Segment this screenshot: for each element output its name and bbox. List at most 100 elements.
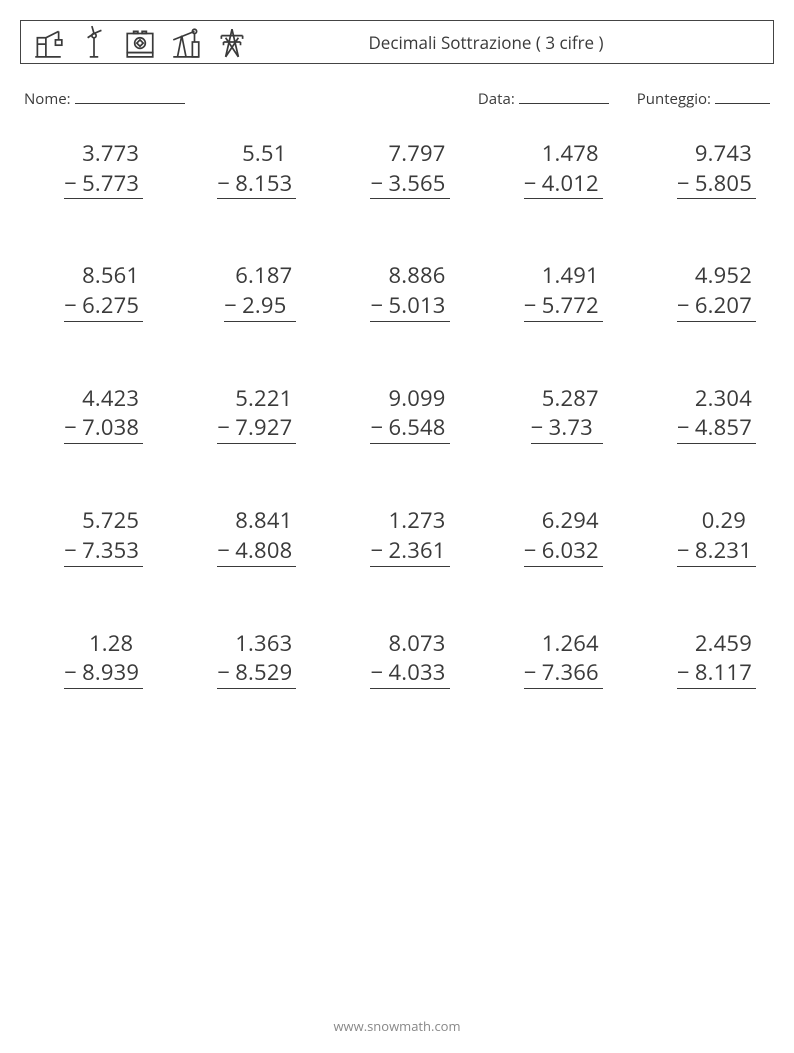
score-field: Punteggio: <box>637 88 770 109</box>
header-icons <box>31 25 249 59</box>
subtrahend: −4.033 <box>370 658 449 689</box>
wind-turbine-icon <box>77 25 111 59</box>
subtrahend-value: 3.565 <box>388 168 445 198</box>
subtrahend-value: 7.353 <box>82 535 139 565</box>
header-box: Decimali Sottrazione ( 3 cifre ) <box>20 20 774 64</box>
problem: 4.423−7.038 <box>38 384 143 444</box>
problem: 1.478−4.012 <box>498 139 603 199</box>
subtrahend: −2.361 <box>370 536 449 567</box>
subtrahend-value: 8.231 <box>695 535 752 565</box>
subtrahend: −7.366 <box>524 658 603 689</box>
subtrahend-value: 8.939 <box>82 657 139 687</box>
problem: 5.221−7.927 <box>191 384 296 444</box>
subtrahend-value: 8.117 <box>695 657 752 687</box>
score-blank <box>715 88 770 104</box>
minus-sign: − <box>64 413 77 443</box>
minus-sign: − <box>224 291 237 321</box>
minuend: 6.294 <box>524 506 603 536</box>
problem: 9.743−5.805 <box>651 139 756 199</box>
minus-sign: − <box>370 413 383 443</box>
minuend: 2.459 <box>677 629 756 659</box>
problem: 7.797−3.565 <box>344 139 449 199</box>
minuend: 5.725 <box>64 506 143 536</box>
subtrahend-value: 6.548 <box>388 412 445 442</box>
subtrahend-value: 7.038 <box>82 412 139 442</box>
minuend: 4.423 <box>64 384 143 414</box>
subtrahend-value: 5.772 <box>542 290 599 320</box>
problem: 4.952−6.207 <box>651 261 756 321</box>
subtrahend: −4.012 <box>524 169 603 200</box>
subtrahend: −7.038 <box>64 413 143 444</box>
subtrahend: −3.565 <box>370 169 449 200</box>
subtrahend-value: 4.012 <box>542 168 599 198</box>
subtrahend-value: 2.95 <box>242 290 292 320</box>
minuend: 1.273 <box>370 506 449 536</box>
minus-sign: − <box>524 536 537 566</box>
subtrahend: −4.808 <box>217 536 296 567</box>
subtrahend: −6.207 <box>677 291 756 322</box>
date-field: Data: <box>478 88 609 109</box>
minus-sign: − <box>217 169 230 199</box>
problem: 8.073−4.033 <box>344 629 449 689</box>
oil-pump-icon <box>169 25 203 59</box>
minuend: 5.287 <box>524 384 603 414</box>
minus-sign: − <box>64 291 77 321</box>
subtrahend-value: 5.805 <box>695 168 752 198</box>
problem: 8.886−5.013 <box>344 261 449 321</box>
subtrahend-value: 7.927 <box>235 412 292 442</box>
minuend: 7.797 <box>370 139 449 169</box>
minus-sign: − <box>677 169 690 199</box>
subtrahend-value: 3.73 <box>549 412 599 442</box>
minuend: 1.478 <box>524 139 603 169</box>
minuend: 9.099 <box>370 384 449 414</box>
subtrahend-value: 7.366 <box>542 657 599 687</box>
minuend: 1.363 <box>217 629 296 659</box>
minus-sign: − <box>524 291 537 321</box>
problem: 5.287−3.73 <box>498 384 603 444</box>
problem: 8.561−6.275 <box>38 261 143 321</box>
problem: 5.51 −8.153 <box>191 139 296 199</box>
subtrahend: −8.117 <box>677 658 756 689</box>
minus-sign: − <box>217 658 230 688</box>
name-field: Nome: <box>24 88 185 109</box>
problem: 1.273−2.361 <box>344 506 449 566</box>
date-blank <box>519 88 609 104</box>
subtrahend: −5.013 <box>370 291 449 322</box>
minuend: 1.264 <box>524 629 603 659</box>
minuend: 1.491 <box>524 261 603 291</box>
minus-sign: − <box>217 536 230 566</box>
subtrahend: −4.857 <box>677 413 756 444</box>
subtrahend: −3.73 <box>531 413 603 444</box>
problem: 8.841−4.808 <box>191 506 296 566</box>
subtrahend: −6.548 <box>370 413 449 444</box>
minus-sign: − <box>370 536 383 566</box>
problem: 2.304−4.857 <box>651 384 756 444</box>
subtrahend-value: 8.529 <box>235 657 292 687</box>
minuend: 8.073 <box>370 629 449 659</box>
name-label: Nome: <box>24 89 71 109</box>
minuend: 9.743 <box>677 139 756 169</box>
subtrahend-value: 5.013 <box>388 290 445 320</box>
subtrahend: −6.275 <box>64 291 143 322</box>
minuend: 5.221 <box>217 384 296 414</box>
worksheet-title: Decimali Sottrazione ( 3 cifre ) <box>249 31 763 54</box>
minuend: 8.841 <box>217 506 296 536</box>
subtrahend-value: 6.207 <box>695 290 752 320</box>
subtrahend: −8.939 <box>64 658 143 689</box>
problem: 5.725−7.353 <box>38 506 143 566</box>
minus-sign: − <box>64 169 77 199</box>
subtrahend-value: 6.275 <box>82 290 139 320</box>
subtrahend-value: 4.857 <box>695 412 752 442</box>
problem: 3.773−5.773 <box>38 139 143 199</box>
minuend: 3.773 <box>64 139 143 169</box>
minus-sign: − <box>370 291 383 321</box>
minus-sign: − <box>531 413 544 443</box>
minus-sign: − <box>677 413 690 443</box>
minuend: 2.304 <box>677 384 756 414</box>
problem: 0.29 −8.231 <box>651 506 756 566</box>
transmission-tower-icon <box>215 25 249 59</box>
minuend: 4.952 <box>677 261 756 291</box>
subtrahend-value: 8.153 <box>235 168 292 198</box>
date-label: Data: <box>478 89 515 109</box>
name-blank <box>75 88 185 104</box>
